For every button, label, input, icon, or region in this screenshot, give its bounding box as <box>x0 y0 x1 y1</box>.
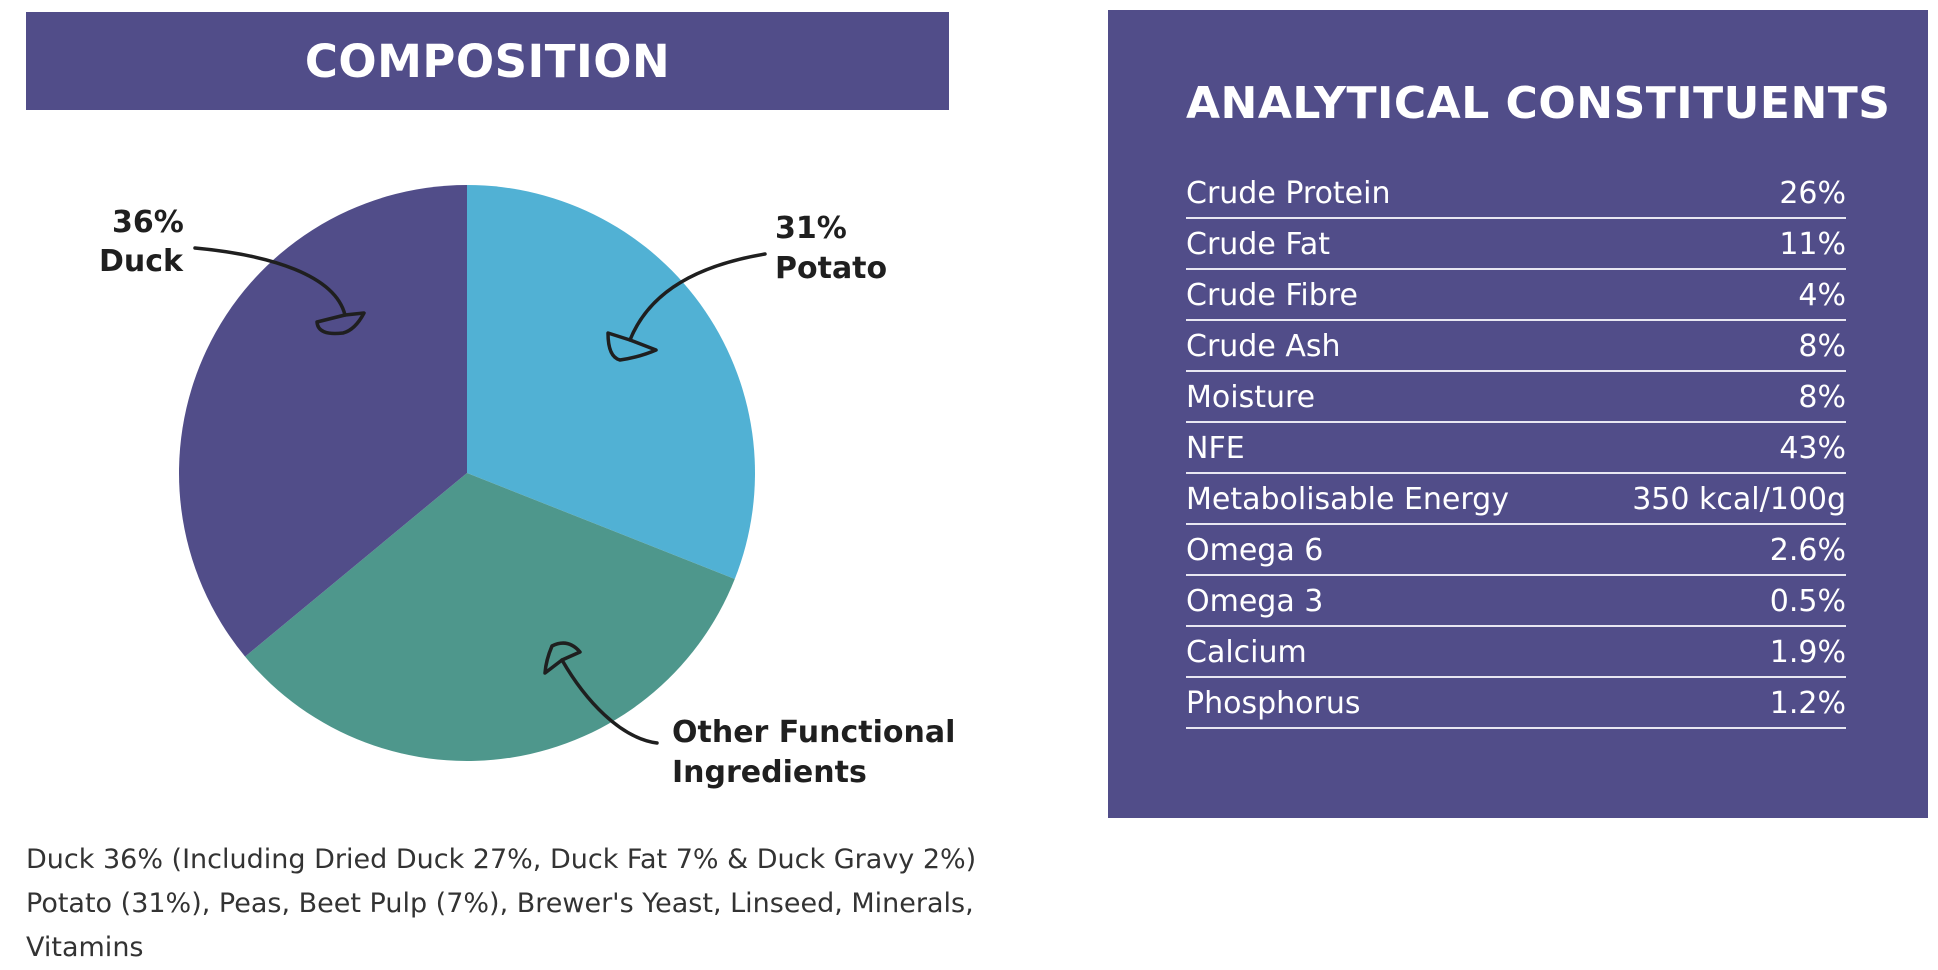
constituent-name: Crude Protein <box>1186 176 1391 211</box>
other-label-line-1: Other Functional <box>672 715 955 750</box>
constituent-name: Crude Ash <box>1186 329 1341 364</box>
duck-pointer-arrow <box>193 246 347 317</box>
pie-slice-duck <box>179 185 467 657</box>
ingredients-text: Duck 36% (Including Dried Duck 27%, Duck… <box>26 838 977 970</box>
constituent-name: NFE <box>1186 431 1245 466</box>
ingredients-line-3: Vitamins <box>26 932 144 963</box>
constituent-row-omega-3: Omega 3 0.5% <box>1186 576 1846 627</box>
constituent-value: 0.5% <box>1769 584 1846 619</box>
constituent-name: Omega 3 <box>1186 584 1324 619</box>
analytical-constituents-panel: ANALYTICAL CONSTITUENTS Crude Protein 26… <box>1108 10 1928 818</box>
ingredients-line-2: Potato (31%), Peas, Beet Pulp (7%), Brew… <box>26 888 974 919</box>
constituent-row-crude-protein: Crude Protein 26% <box>1186 168 1846 219</box>
constituent-row-crude-fibre: Crude Fibre 4% <box>1186 270 1846 321</box>
constituent-name: Calcium <box>1186 635 1307 670</box>
constituent-row-moisture: Moisture 8% <box>1186 372 1846 423</box>
constituent-row-calcium: Calcium 1.9% <box>1186 627 1846 678</box>
analytical-title: ANALYTICAL CONSTITUENTS <box>1186 78 1891 129</box>
pie-slices <box>179 185 756 761</box>
constituent-name: Metabolisable Energy <box>1186 482 1509 517</box>
potato-pointer-arrow <box>628 252 767 342</box>
pie-pointers <box>193 246 767 745</box>
constituent-row-crude-fat: Crude Fat 11% <box>1186 219 1846 270</box>
potato-name-label: Potato <box>775 251 887 286</box>
other-label-line-2: Ingredients <box>672 755 867 790</box>
potato-pointer-head <box>606 331 658 362</box>
constituent-value: 1.2% <box>1769 686 1846 721</box>
constituent-value: 26% <box>1779 176 1846 211</box>
other-pointer-head <box>543 641 582 675</box>
constituent-value: 2.6% <box>1769 533 1846 568</box>
constituent-row-nfe: NFE 43% <box>1186 423 1846 474</box>
constituent-value: 1.9% <box>1769 635 1846 670</box>
ingredients-line-1: Duck 36% (Including Dried Duck 27%, Duck… <box>26 844 977 875</box>
constituent-name: Crude Fat <box>1186 227 1330 262</box>
constituent-row-metabolisable-energy: Metabolisable Energy 350 kcal/100g <box>1186 474 1846 525</box>
constituent-name: Moisture <box>1186 380 1316 415</box>
constituent-name: Phosphorus <box>1186 686 1361 721</box>
constituents-table: Crude Protein 26% Crude Fat 11% Crude Fi… <box>1186 168 1846 729</box>
pie-slice-other-functional-ingredients <box>245 473 735 761</box>
constituent-value: 4% <box>1798 278 1846 313</box>
constituent-value: 350 kcal/100g <box>1632 482 1846 517</box>
composition-title: COMPOSITION <box>304 34 671 88</box>
composition-header: COMPOSITION <box>26 12 949 110</box>
constituent-name: Omega 6 <box>1186 533 1324 568</box>
constituent-row-crude-ash: Crude Ash 8% <box>1186 321 1846 372</box>
duck-name-label: Duck <box>99 244 184 279</box>
potato-value-label: 31% <box>775 211 847 246</box>
duck-value-label: 36% <box>112 205 184 240</box>
duck-pointer-head <box>315 311 366 336</box>
constituent-row-omega-6: Omega 6 2.6% <box>1186 525 1846 576</box>
constituent-value: 8% <box>1798 380 1846 415</box>
other-pointer-arrow <box>560 658 659 745</box>
constituent-value: 8% <box>1798 329 1846 364</box>
constituent-row-phosphorus: Phosphorus 1.2% <box>1186 678 1846 729</box>
constituent-value: 11% <box>1779 227 1846 262</box>
composition-pie-chart: 36% Duck 31% Potato Other Functional Ing… <box>99 185 955 790</box>
pie-slice-potato <box>467 185 756 580</box>
constituent-value: 43% <box>1779 431 1846 466</box>
constituent-name: Crude Fibre <box>1186 278 1358 313</box>
